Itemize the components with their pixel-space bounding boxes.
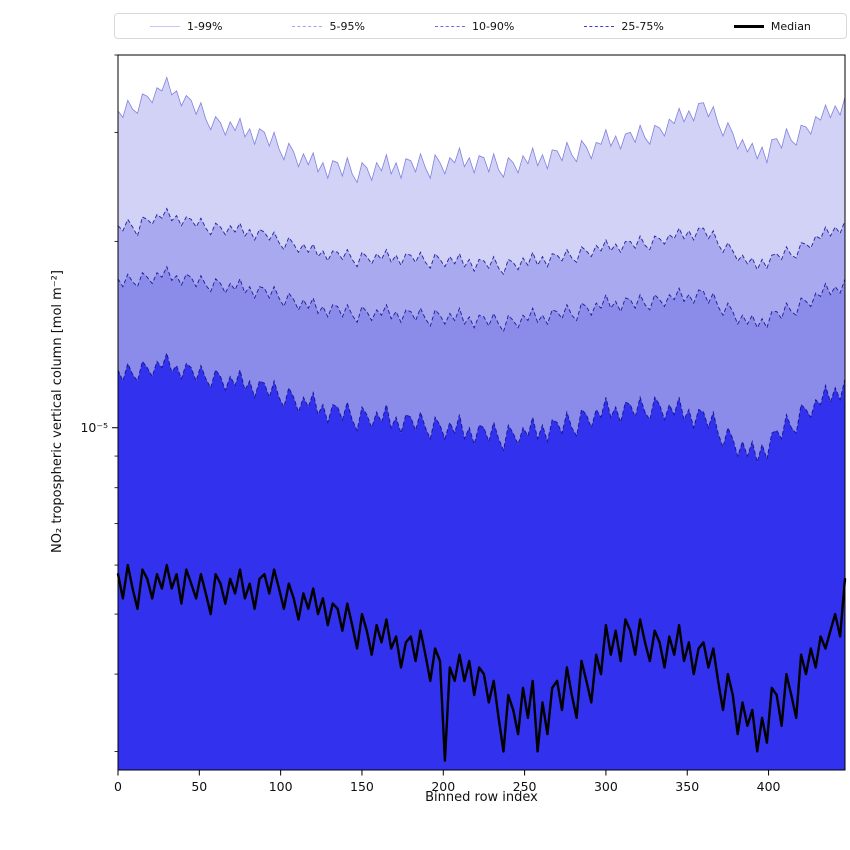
legend-line-sample-median — [733, 24, 764, 28]
legend-line-sample-25-75 — [584, 25, 615, 27]
legend-item: 1-99% — [150, 20, 222, 33]
legend-item-label: 5-95% — [329, 19, 365, 33]
legend-item: 10-90% — [434, 19, 515, 33]
legend-item-label: 1-99% — [187, 19, 223, 33]
legend-item-label: 10-90% — [471, 19, 515, 33]
svg-text:350: 350 — [675, 779, 699, 794]
svg-text:400: 400 — [757, 779, 781, 794]
svg-text:10⁻⁵: 10⁻⁵ — [80, 420, 108, 435]
legend-item-label: Median — [770, 19, 811, 33]
y-axis-label: NO₂ tropospheric vertical column [mol m⁻… — [50, 270, 65, 553]
legend-line-sample-5-95 — [292, 25, 323, 27]
legend: 1-99% 5-95% 10-90% 25-75% Median — [114, 13, 847, 39]
legend-line-sample-1-99 — [150, 25, 181, 27]
legend-item-label: 25-75% — [621, 19, 664, 33]
svg-text:200: 200 — [431, 779, 455, 794]
x-axis-label: Binned row index — [425, 790, 538, 805]
svg-text:100: 100 — [269, 779, 293, 794]
svg-text:150: 150 — [350, 779, 374, 794]
svg-text:250: 250 — [513, 779, 537, 794]
legend-item: Median — [733, 19, 811, 33]
legend-item: 5-95% — [292, 19, 365, 33]
svg-text:50: 50 — [191, 779, 207, 794]
svg-text:0: 0 — [114, 779, 122, 794]
legend-item: 25-75% — [584, 19, 664, 33]
legend-line-sample-10-90 — [434, 25, 465, 27]
svg-text:300: 300 — [594, 779, 618, 794]
